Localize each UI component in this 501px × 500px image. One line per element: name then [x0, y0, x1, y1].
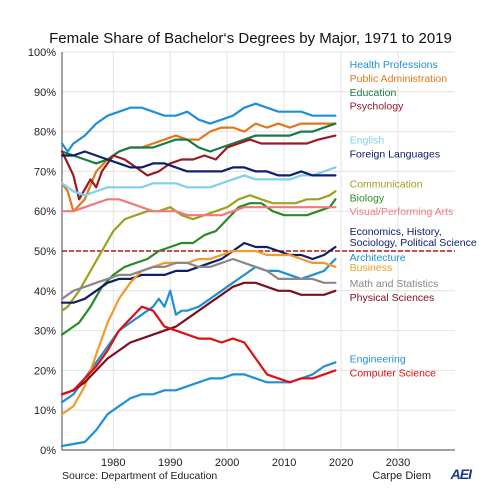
y-tick-label: 60%	[34, 206, 56, 218]
series-label: Visual/Performing Arts	[350, 206, 454, 218]
aei-logo: AEI	[450, 466, 472, 482]
y-tick-label: 70%	[34, 166, 56, 178]
series-label: Health Professions	[350, 59, 438, 71]
series-line	[60, 102, 337, 153]
y-tick-label: 10%	[34, 405, 56, 417]
series-label: Physical Sciences	[350, 292, 435, 304]
series-line	[60, 249, 337, 416]
series-line	[60, 150, 337, 177]
y-tick-label: 50%	[34, 246, 56, 258]
y-tick-label: 100%	[28, 47, 56, 59]
series-line	[60, 281, 337, 396]
x-tick-label: 2000	[215, 457, 239, 469]
series-line	[60, 305, 337, 396]
series-line	[60, 166, 337, 197]
y-tick-label: 80%	[34, 127, 56, 139]
chart-title: Female Share of Bachelor‘s Degrees by Ma…	[49, 30, 452, 47]
y-tick-label: 20%	[34, 365, 56, 377]
series-label: English	[350, 135, 385, 147]
series-line	[60, 257, 337, 300]
series-label: Math and Statistics	[350, 278, 439, 290]
x-tick-label: 2010	[272, 457, 296, 469]
y-tick-label: 30%	[34, 326, 56, 338]
x-tick-label: 2020	[329, 457, 353, 469]
series-label: Communication	[350, 178, 423, 190]
series-line	[60, 134, 337, 201]
series-label: Psychology	[350, 101, 404, 113]
series-label: Business	[350, 262, 393, 274]
series-label: Education	[350, 87, 397, 99]
series-label: Foreign Languages	[350, 148, 441, 160]
y-tick-label: 40%	[34, 286, 56, 298]
series-label: Biology	[350, 192, 385, 204]
series-label: Public Administration	[350, 73, 448, 85]
brand-name: Carpe Diem	[372, 470, 431, 482]
y-tick-label: 90%	[34, 87, 56, 99]
y-tick-label: 0%	[40, 445, 56, 457]
x-tick-label: 1990	[158, 457, 182, 469]
x-tick-label: 1980	[101, 457, 125, 469]
source-note: Source: Department of Education	[62, 470, 218, 482]
series-line	[60, 198, 337, 217]
series-label: Engineering	[350, 353, 406, 365]
series-line	[60, 190, 337, 312]
series-label: Economics, History, Sociology, Political …	[350, 226, 477, 249]
x-tick-label: 2030	[386, 457, 410, 469]
series-line	[60, 122, 337, 213]
series-label: Architecture	[350, 252, 406, 264]
series-label: Computer Science	[350, 367, 437, 379]
